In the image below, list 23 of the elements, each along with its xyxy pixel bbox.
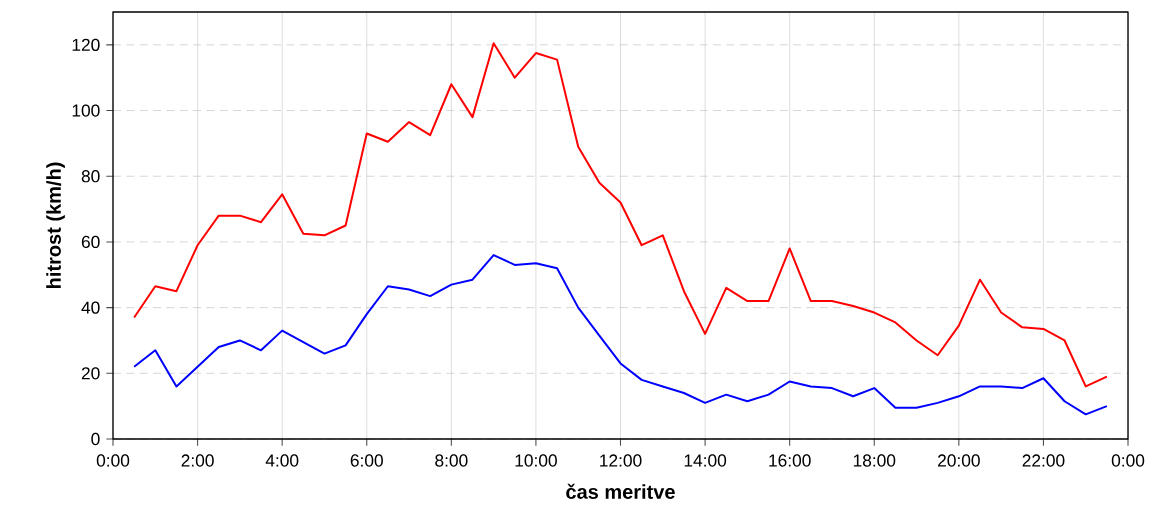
x-tick-label: 18:00 [853, 454, 896, 467]
x-tick-label: 20:00 [938, 454, 980, 467]
x-tick-label: 14:00 [684, 454, 727, 467]
x-tick-label: 10:00 [515, 454, 557, 467]
x-axis-title: čas meritve [566, 483, 675, 499]
x-tick-label: 0:00 [1111, 454, 1145, 467]
x-tick-label: 12:00 [600, 454, 642, 467]
x-tick-label: 0:00 [96, 454, 130, 467]
x-tick-label: 8:00 [435, 454, 468, 467]
y-tick-label: 20 [81, 367, 100, 380]
y-axis-title: hitrost (km/h) [46, 162, 65, 288]
y-tick-label: 60 [81, 235, 100, 249]
x-tick-label: 2:00 [181, 454, 214, 467]
x-tick-label: 6:00 [350, 454, 383, 467]
y-tick-label: 40 [81, 301, 100, 314]
x-tick-label: 4:00 [265, 454, 299, 467]
y-tick-label: 0 [91, 432, 100, 446]
y-tick-label: 120 [72, 38, 100, 51]
line-series [133, 42, 1108, 388]
y-tick-label: 100 [72, 104, 100, 117]
x-tick-label: 16:00 [769, 454, 811, 467]
y-tick-label: 80 [81, 170, 100, 183]
x-tick-label: 22:00 [1022, 454, 1065, 467]
